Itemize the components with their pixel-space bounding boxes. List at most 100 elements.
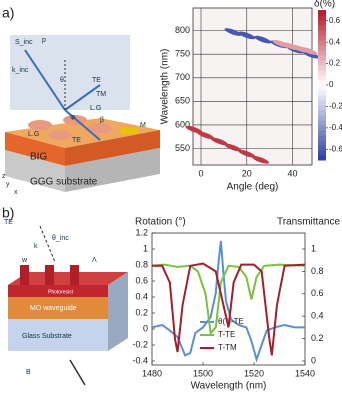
colorbar-cell	[318, 135, 326, 141]
y-axis-label: Rotation (°)	[135, 217, 186, 228]
plots: 0 20 40 550 600 650 700 750 800 Angle (deg) Wavele…	[132, 0, 342, 392]
y-axis-label: Wavelength (nm)	[160, 49, 171, 125]
colorbar-cell	[318, 20, 326, 26]
label: y	[6, 181, 10, 188]
x-axis-label: Angle (deg)	[227, 182, 279, 193]
heat-feature	[197, 131, 215, 140]
y2-tick-label: 0	[311, 355, 316, 365]
label: β	[100, 117, 104, 124]
colorbar-cell	[318, 80, 326, 86]
label: L.G	[90, 105, 101, 112]
colorbar-cell	[318, 130, 326, 136]
label: TM	[96, 91, 106, 98]
x-tick-label: 1520	[244, 368, 264, 378]
y-tick-label: -0.2	[132, 339, 148, 349]
y-tick-label: 0.4	[135, 291, 148, 301]
label: θ_inc	[52, 235, 69, 242]
series-line	[152, 262, 306, 356]
colorbar-cell	[318, 60, 326, 66]
legend-label: θ(°)-TE	[218, 317, 244, 326]
label: Λ	[92, 257, 97, 264]
x-tick-label: 1480	[142, 368, 162, 378]
x-tick-label: 1540	[295, 368, 315, 378]
series-line	[151, 263, 306, 336]
plot-area	[192, 7, 313, 166]
colorbar-cell	[318, 95, 326, 101]
heat-feature	[224, 143, 242, 152]
panel-label: b)	[2, 205, 14, 221]
colorbar-cell	[318, 75, 326, 81]
y-tick-label: 1	[143, 243, 148, 253]
label: x	[14, 189, 18, 196]
legend-label: T-TE	[218, 330, 235, 339]
plot-area	[151, 232, 306, 366]
label: z	[2, 173, 6, 180]
label: Φ	[70, 115, 76, 122]
heat-feature	[238, 149, 256, 158]
colorbar-cell	[318, 25, 326, 31]
y-tick-label: 750	[175, 49, 190, 59]
colorbar-tick-label: 0.2	[329, 59, 341, 68]
y-tick-label: 800	[175, 25, 190, 35]
label: θ	[60, 77, 64, 84]
colorbar-cell	[318, 15, 326, 21]
colorbar-tick-label: 0.6	[329, 16, 341, 25]
heat-feature	[254, 35, 272, 44]
colorbar-cell	[318, 45, 326, 51]
x-tick-label: 0	[199, 168, 204, 178]
colorbar-cell	[318, 155, 326, 161]
colorbar-tick-label: 0.4	[329, 37, 341, 46]
label: L.G	[28, 131, 39, 138]
colorbar-cell	[318, 125, 326, 131]
y-tick-label: 1.2	[135, 227, 148, 237]
colorbar-cell	[318, 145, 326, 151]
label: p	[42, 37, 46, 44]
y-tick-label: 700	[175, 72, 190, 82]
colorbar-cell	[318, 105, 326, 111]
y-tick-label: 0.8	[135, 259, 148, 269]
colorbar-cell	[318, 110, 326, 116]
label: GGG substrate	[30, 177, 98, 188]
y-tick-label: 0.2	[135, 307, 148, 317]
heat-feature	[238, 31, 256, 40]
colorbar-cell	[318, 140, 326, 146]
label: w	[21, 257, 28, 264]
colorbar-cell	[318, 70, 326, 76]
y2-tick-label: 0.2	[311, 333, 324, 343]
colorbar-cell	[318, 35, 326, 41]
label: MO waveguide	[30, 305, 77, 312]
label: TE	[72, 137, 81, 144]
y2-axis-label: Transmittance	[277, 217, 340, 228]
label: S_inc	[15, 39, 33, 46]
colorbar-tick-label: 0	[329, 80, 334, 89]
label: B	[26, 369, 31, 376]
label: k_inc	[12, 67, 29, 74]
y-tick-label: 600	[175, 119, 190, 129]
y-tick-label: -0.4	[132, 355, 148, 365]
colorbar-cell	[318, 65, 326, 71]
x-axis-label: Wavelength (nm)	[191, 381, 267, 392]
colorbar-tick-label: -0.4	[329, 123, 342, 132]
label: TE	[92, 77, 101, 84]
y2-tick-label: 0.6	[311, 288, 324, 298]
y-tick-label: 0	[143, 323, 148, 333]
y-tick-label: 550	[175, 143, 190, 153]
label: Glass Substrate	[22, 333, 72, 340]
x-tick-label: 1500	[193, 368, 213, 378]
colorbar-cell	[318, 85, 326, 91]
label: k	[34, 243, 38, 250]
colorbar-cell	[318, 50, 326, 56]
colorbar-cell	[318, 100, 326, 106]
heat-feature	[252, 155, 270, 164]
colorbar-cell	[318, 120, 326, 126]
y2-tick-label: 1	[311, 243, 316, 253]
x-tick-label: 40	[288, 168, 298, 178]
label: Photoresist	[48, 289, 74, 295]
series-line	[151, 240, 305, 363]
label: M	[140, 122, 146, 129]
colorbar-cell	[318, 90, 326, 96]
label: BIG	[30, 152, 47, 163]
colorbar-cell	[318, 115, 326, 121]
diagram-b: TE k θ_inc w Λ Photoresist MO waveguide …	[4, 219, 128, 386]
